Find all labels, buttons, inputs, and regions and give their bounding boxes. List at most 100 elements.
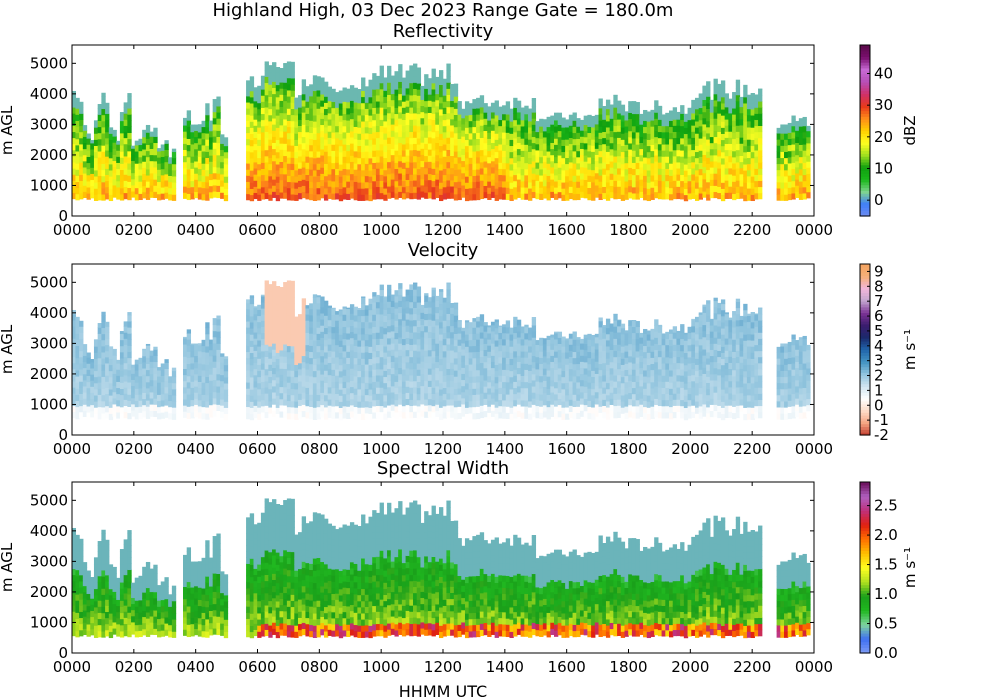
heatmap-cell [735,168,741,175]
heatmap-cell [353,382,358,389]
heatmap-cell [394,314,399,321]
heatmap-cell [435,337,440,344]
heatmap-cell [246,150,251,158]
heatmap-cell [572,120,577,127]
heatmap-cell [413,143,418,151]
heatmap-cell [758,88,763,96]
heatmap-cell [149,361,154,368]
heatmap-cell [461,117,466,125]
heatmap-cell [554,150,559,158]
heatmap-cell [301,386,307,393]
heatmap-cell [246,339,251,346]
heatmap-cell [420,87,425,94]
heatmap-cell [335,131,340,139]
heatmap-cell [383,333,388,341]
heatmap-cell [494,100,499,104]
heatmap-cell [379,301,384,309]
heatmap-cell [279,100,284,108]
heatmap-cell [490,148,496,156]
heatmap-cell [401,350,407,358]
heatmap-cell [557,118,563,126]
heatmap-cell [349,343,355,351]
heatmap-cell [105,168,110,176]
heatmap-cell [372,73,377,78]
heatmap-cell [346,175,351,182]
heatmap-cell [450,313,455,321]
heatmap-cell [101,413,106,420]
heatmap-cell [101,376,106,384]
heatmap-cell [427,380,433,387]
heatmap-cell [720,80,726,86]
heatmap-cell [216,349,221,357]
heatmap-cell [709,154,715,162]
heatmap-cell [86,352,91,358]
heatmap-cell [631,192,637,200]
heatmap-cell [435,185,440,192]
heatmap-cell [579,124,585,131]
heatmap-cell [260,387,266,395]
heatmap-cell [105,107,110,114]
heatmap-cell [253,356,258,364]
heatmap-cell [123,125,128,133]
heatmap-cell [375,307,381,315]
heatmap-cell [71,381,77,388]
heatmap-cell [661,144,666,151]
heatmap-cell [720,176,726,183]
heatmap-cell [220,155,225,163]
heatmap-cell [702,148,707,155]
heatmap-cell [650,113,655,121]
heatmap-cell [82,379,88,387]
heatmap-cell [260,369,266,376]
heatmap-cell [724,112,729,120]
heatmap-cell [249,188,255,196]
heatmap-cell [264,100,269,108]
heatmap-cell [364,388,370,396]
heatmap-cell [205,382,210,390]
heatmap-cell [312,188,318,195]
colorbar-segment [860,173,870,177]
heatmap-cell [353,138,358,146]
heatmap-cell [505,193,511,201]
heatmap-cell [264,143,269,151]
heatmap-cell [171,394,177,402]
heatmap-cell [119,181,125,189]
heatmap-cell [279,68,284,71]
heatmap-cell [268,65,273,73]
heatmap-cell [212,373,217,381]
heatmap-cell [713,179,718,186]
heatmap-cell [546,163,551,170]
heatmap-cell [798,144,804,152]
heatmap-cell [272,99,277,107]
heatmap-cell [157,148,162,152]
heatmap-cell [123,326,128,333]
heatmap-cell [123,356,128,364]
heatmap-cell [487,106,492,109]
heatmap-cell [694,169,700,177]
heatmap-cell [301,160,307,168]
heatmap-cell [331,144,336,151]
heatmap-cell [479,192,485,200]
heatmap-cell [531,179,537,186]
heatmap-cell [220,143,225,151]
heatmap-cell [739,112,744,120]
heatmap-cell [93,151,99,159]
heatmap-cell [279,130,284,138]
colorbar-segment [860,90,870,95]
heatmap-cell [750,194,755,202]
heatmap-cell [431,356,436,364]
heatmap-cell [691,186,696,193]
heatmap-cell [750,127,755,134]
heatmap-cell [717,88,722,96]
heatmap-cell [220,380,225,388]
heatmap-cell [431,287,436,291]
heatmap-cell [806,191,811,199]
heatmap-cell [71,393,77,400]
heatmap-cell [346,150,351,158]
heatmap-cell [457,132,462,140]
heatmap-cell [134,181,140,189]
heatmap-cell [201,187,206,195]
heatmap-cell [168,406,173,414]
heatmap-cell [168,400,173,408]
heatmap-cell [554,162,559,170]
heatmap-cell [409,313,414,321]
